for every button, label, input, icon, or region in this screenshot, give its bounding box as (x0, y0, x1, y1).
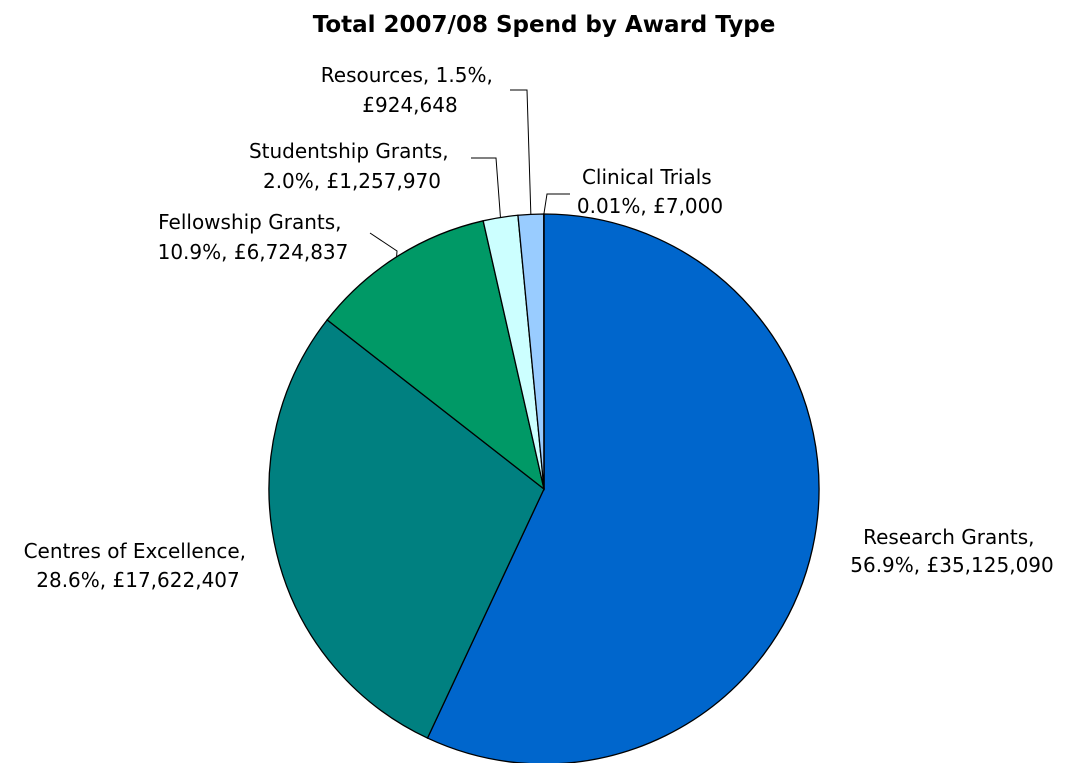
pie-slices (268, 213, 820, 763)
leader-line-fellowship-grants (369, 232, 398, 257)
slice-label-clinical-trials: Clinical Trials 0.01%, £7,000 (577, 165, 723, 218)
slice-label-studentship-grants: Studentship Grants, 2.0%, £1,257,970 (249, 139, 455, 193)
slice-label-centres-of-excellence: Centres of Excellence, 28.6%, £17,622,40… (24, 539, 253, 592)
chart-title: Total 2007/08 Spend by Award Type (313, 12, 776, 38)
slice-label-research-grants: Research Grants, 56.9%, £35,125,090 (850, 525, 1054, 577)
leader-lines (369, 89, 570, 257)
leader-line-resources (510, 89, 532, 215)
slice-label-fellowship-grants: Fellowship Grants, 10.9%, £6,724,837 (158, 210, 349, 264)
slice-fellowship-grants (326, 220, 546, 491)
leader-line-clinical-trials (543, 193, 570, 215)
slice-label-resources: Resources, 1.5%, £924,648 (321, 63, 499, 117)
leader-line-studentship-grants (471, 157, 501, 218)
slice-labels: Research Grants, 56.9%, £35,125,090 Cent… (24, 63, 1054, 592)
slice-centres-of-excellence (268, 318, 545, 739)
